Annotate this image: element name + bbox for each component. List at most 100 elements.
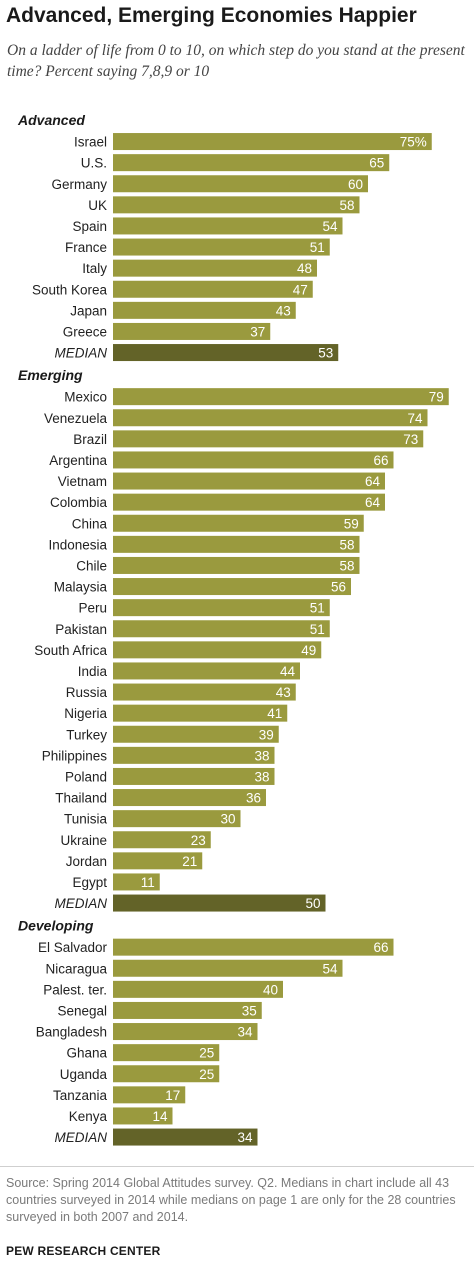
value-label: 73 (403, 432, 418, 447)
category-label: Ukraine (60, 833, 107, 848)
value-label: 48 (297, 261, 312, 276)
bar (113, 535, 360, 553)
median-label: MEDIAN (54, 346, 107, 361)
bar (113, 133, 432, 151)
bar (113, 175, 368, 193)
value-label: 54 (322, 219, 338, 234)
bar (113, 388, 449, 406)
category-label: U.S. (81, 156, 107, 171)
category-label: Nicaragua (45, 961, 107, 976)
bar (113, 451, 394, 469)
value-label: 64 (365, 474, 381, 489)
bar (113, 620, 330, 638)
category-label: South Africa (34, 643, 107, 658)
bar (113, 1065, 220, 1083)
bar (113, 301, 296, 319)
bar (113, 1107, 173, 1125)
group-label-emerging: Emerging (18, 367, 83, 383)
footnote: Source: Spring 2014 Global Attitudes sur… (6, 1176, 456, 1224)
category-label: Bangladesh (36, 1025, 107, 1040)
bar (113, 980, 283, 998)
category-label: Chile (76, 558, 107, 573)
category-label: Italy (82, 261, 107, 276)
category-label: Philippines (42, 748, 108, 763)
category-label: India (78, 664, 108, 679)
bar (113, 831, 211, 849)
value-label: 51 (310, 622, 325, 637)
category-label: Venezuela (44, 411, 108, 426)
bar (113, 662, 300, 680)
value-label: 53 (318, 346, 333, 361)
category-label: Indonesia (48, 537, 107, 552)
value-label: 25 (199, 1067, 214, 1082)
bar (113, 1001, 262, 1019)
category-label: Malaysia (54, 580, 108, 595)
value-label: 17 (165, 1088, 180, 1103)
bar (113, 852, 203, 870)
bar (113, 578, 351, 596)
value-label: 47 (293, 282, 308, 297)
bar (113, 1044, 220, 1062)
value-label: 59 (344, 516, 359, 531)
median-bar (113, 344, 339, 362)
bar (113, 1086, 186, 1104)
value-label: 25 (199, 1046, 214, 1061)
category-label: Pakistan (55, 622, 107, 637)
bar (113, 641, 322, 659)
category-label: El Salvador (38, 940, 108, 955)
bar (113, 409, 428, 427)
bar (113, 472, 385, 490)
category-label: Turkey (66, 727, 107, 742)
category-label: Palest. ter. (43, 982, 107, 997)
bar (113, 514, 364, 532)
category-label: Mexico (64, 390, 107, 405)
value-label: 34 (237, 1025, 253, 1040)
value-label: 14 (152, 1109, 168, 1124)
median-bar (113, 894, 326, 912)
category-label: China (72, 516, 108, 531)
median-bar (113, 1128, 258, 1146)
bar (113, 683, 296, 701)
value-label: 79 (429, 390, 444, 405)
bar (113, 280, 313, 298)
bar (113, 556, 360, 574)
category-label: Russia (66, 685, 108, 700)
value-label: 36 (246, 791, 261, 806)
bar (113, 810, 241, 828)
value-label: 35 (242, 1003, 257, 1018)
category-label: Tanzania (53, 1088, 108, 1103)
value-label: 44 (280, 664, 296, 679)
category-label: Senegal (57, 1003, 107, 1018)
bar (113, 789, 266, 807)
value-label: 39 (259, 727, 274, 742)
source-label: PEW RESEARCH CENTER (6, 1244, 161, 1258)
bar (113, 1023, 258, 1041)
value-label: 66 (373, 453, 388, 468)
category-label: Ghana (66, 1046, 107, 1061)
value-label: 58 (339, 558, 354, 573)
median-label: MEDIAN (54, 896, 107, 911)
bar (113, 493, 385, 511)
bar (113, 430, 424, 448)
value-label: 43 (276, 685, 291, 700)
category-label: Jordan (66, 854, 107, 869)
value-label: 56 (331, 580, 346, 595)
value-label: 58 (339, 537, 354, 552)
value-label: 23 (191, 833, 206, 848)
bar (113, 725, 279, 743)
category-label: Egypt (72, 875, 107, 890)
bar-chart: Advanced Israel 75% U.S. 65 Germany 60 UK 58 Spai… (17, 112, 449, 1146)
category-label: France (65, 240, 107, 255)
group-label-developing: Developing (18, 918, 94, 934)
value-label: 64 (365, 495, 381, 510)
bar (113, 873, 160, 891)
category-label: Japan (70, 303, 107, 318)
value-label: 58 (339, 198, 354, 213)
bar (113, 322, 271, 340)
bar (113, 217, 343, 235)
category-label: Israel (74, 135, 107, 150)
category-label: Argentina (49, 453, 107, 468)
category-label: Peru (78, 601, 107, 616)
footnote-divider (0, 1166, 474, 1167)
value-label: 41 (267, 706, 282, 721)
